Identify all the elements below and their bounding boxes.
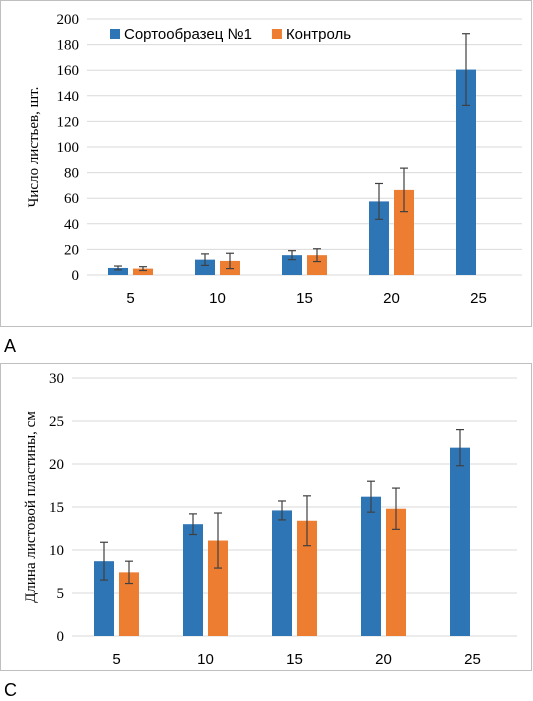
y-tick-label: 140 bbox=[57, 89, 80, 105]
legend-swatch bbox=[110, 29, 120, 39]
x-tick-label: 20 bbox=[375, 651, 392, 668]
bar-series1 bbox=[195, 259, 215, 275]
legend-label: Сортообразец №1 bbox=[124, 26, 252, 43]
chart-a: 0 20 40 60 80 100 120 140 160 180 200 Число листьев… bbox=[26, 12, 522, 307]
legend-swatch bbox=[271, 29, 282, 39]
y-tick-label: 20 bbox=[49, 457, 64, 473]
x-tick-label: 20 bbox=[383, 290, 400, 307]
y-tick-label: 25 bbox=[49, 414, 64, 430]
y-tick-label: 30 bbox=[49, 371, 64, 387]
x-tick-label: 5 bbox=[126, 290, 134, 307]
bar-series1 bbox=[183, 524, 203, 636]
chart-a-frame bbox=[0, 0, 532, 327]
x-tick-label: 25 bbox=[470, 290, 487, 307]
x-tick-label: 15 bbox=[286, 651, 303, 668]
y-tick-label: 60 bbox=[64, 191, 79, 207]
bar-series1 bbox=[272, 510, 292, 636]
y-tick-label: 5 bbox=[57, 586, 65, 602]
y-tick-label: 20 bbox=[64, 242, 79, 258]
bar-series2 bbox=[297, 520, 317, 636]
x-tick-label: 10 bbox=[197, 651, 214, 668]
y-tick-label: 200 bbox=[57, 12, 80, 28]
y-tick-label: 15 bbox=[49, 500, 64, 516]
bar-series1 bbox=[282, 255, 302, 275]
y-tick-label: 120 bbox=[57, 114, 80, 130]
x-tick-label: 25 bbox=[464, 651, 481, 668]
y-tick-label: 180 bbox=[57, 38, 80, 54]
bar-series2 bbox=[119, 572, 139, 636]
chart-c-frame bbox=[0, 363, 532, 671]
panel-label-c: C bbox=[4, 680, 17, 700]
y-tick-label: 40 bbox=[64, 217, 79, 233]
bar-series2 bbox=[307, 255, 327, 275]
bar-series1 bbox=[450, 447, 470, 636]
y-tick-label: 0 bbox=[57, 629, 65, 645]
y-axis-label: Длина листовой пластины, см bbox=[23, 411, 39, 603]
legend-label: Контроль bbox=[286, 26, 351, 43]
bar-series1 bbox=[456, 69, 476, 275]
x-tick-label: 15 bbox=[296, 290, 313, 307]
chart-c: 0 5 10 15 20 25 30 Длина листовой пластины, см 5… bbox=[23, 371, 517, 668]
bar-series2 bbox=[394, 189, 414, 275]
bar-series1 bbox=[94, 561, 114, 636]
panel-label-a: A bbox=[4, 336, 16, 356]
y-tick-label: 10 bbox=[49, 543, 64, 559]
x-tick-label: 10 bbox=[209, 290, 226, 307]
bar-series2 bbox=[208, 540, 228, 636]
bar-series2 bbox=[133, 268, 153, 275]
bar-series1 bbox=[369, 201, 389, 275]
y-axis-label: Число листьев, шт. bbox=[26, 87, 42, 208]
bar-series2 bbox=[386, 508, 406, 636]
y-tick-label: 80 bbox=[64, 166, 79, 182]
y-tick-label: 0 bbox=[72, 268, 80, 284]
y-tick-label: 160 bbox=[57, 63, 80, 79]
bar-series1 bbox=[361, 496, 381, 636]
y-tick-label: 100 bbox=[57, 140, 80, 156]
bar-series1 bbox=[108, 267, 128, 275]
x-tick-label: 5 bbox=[112, 651, 120, 668]
